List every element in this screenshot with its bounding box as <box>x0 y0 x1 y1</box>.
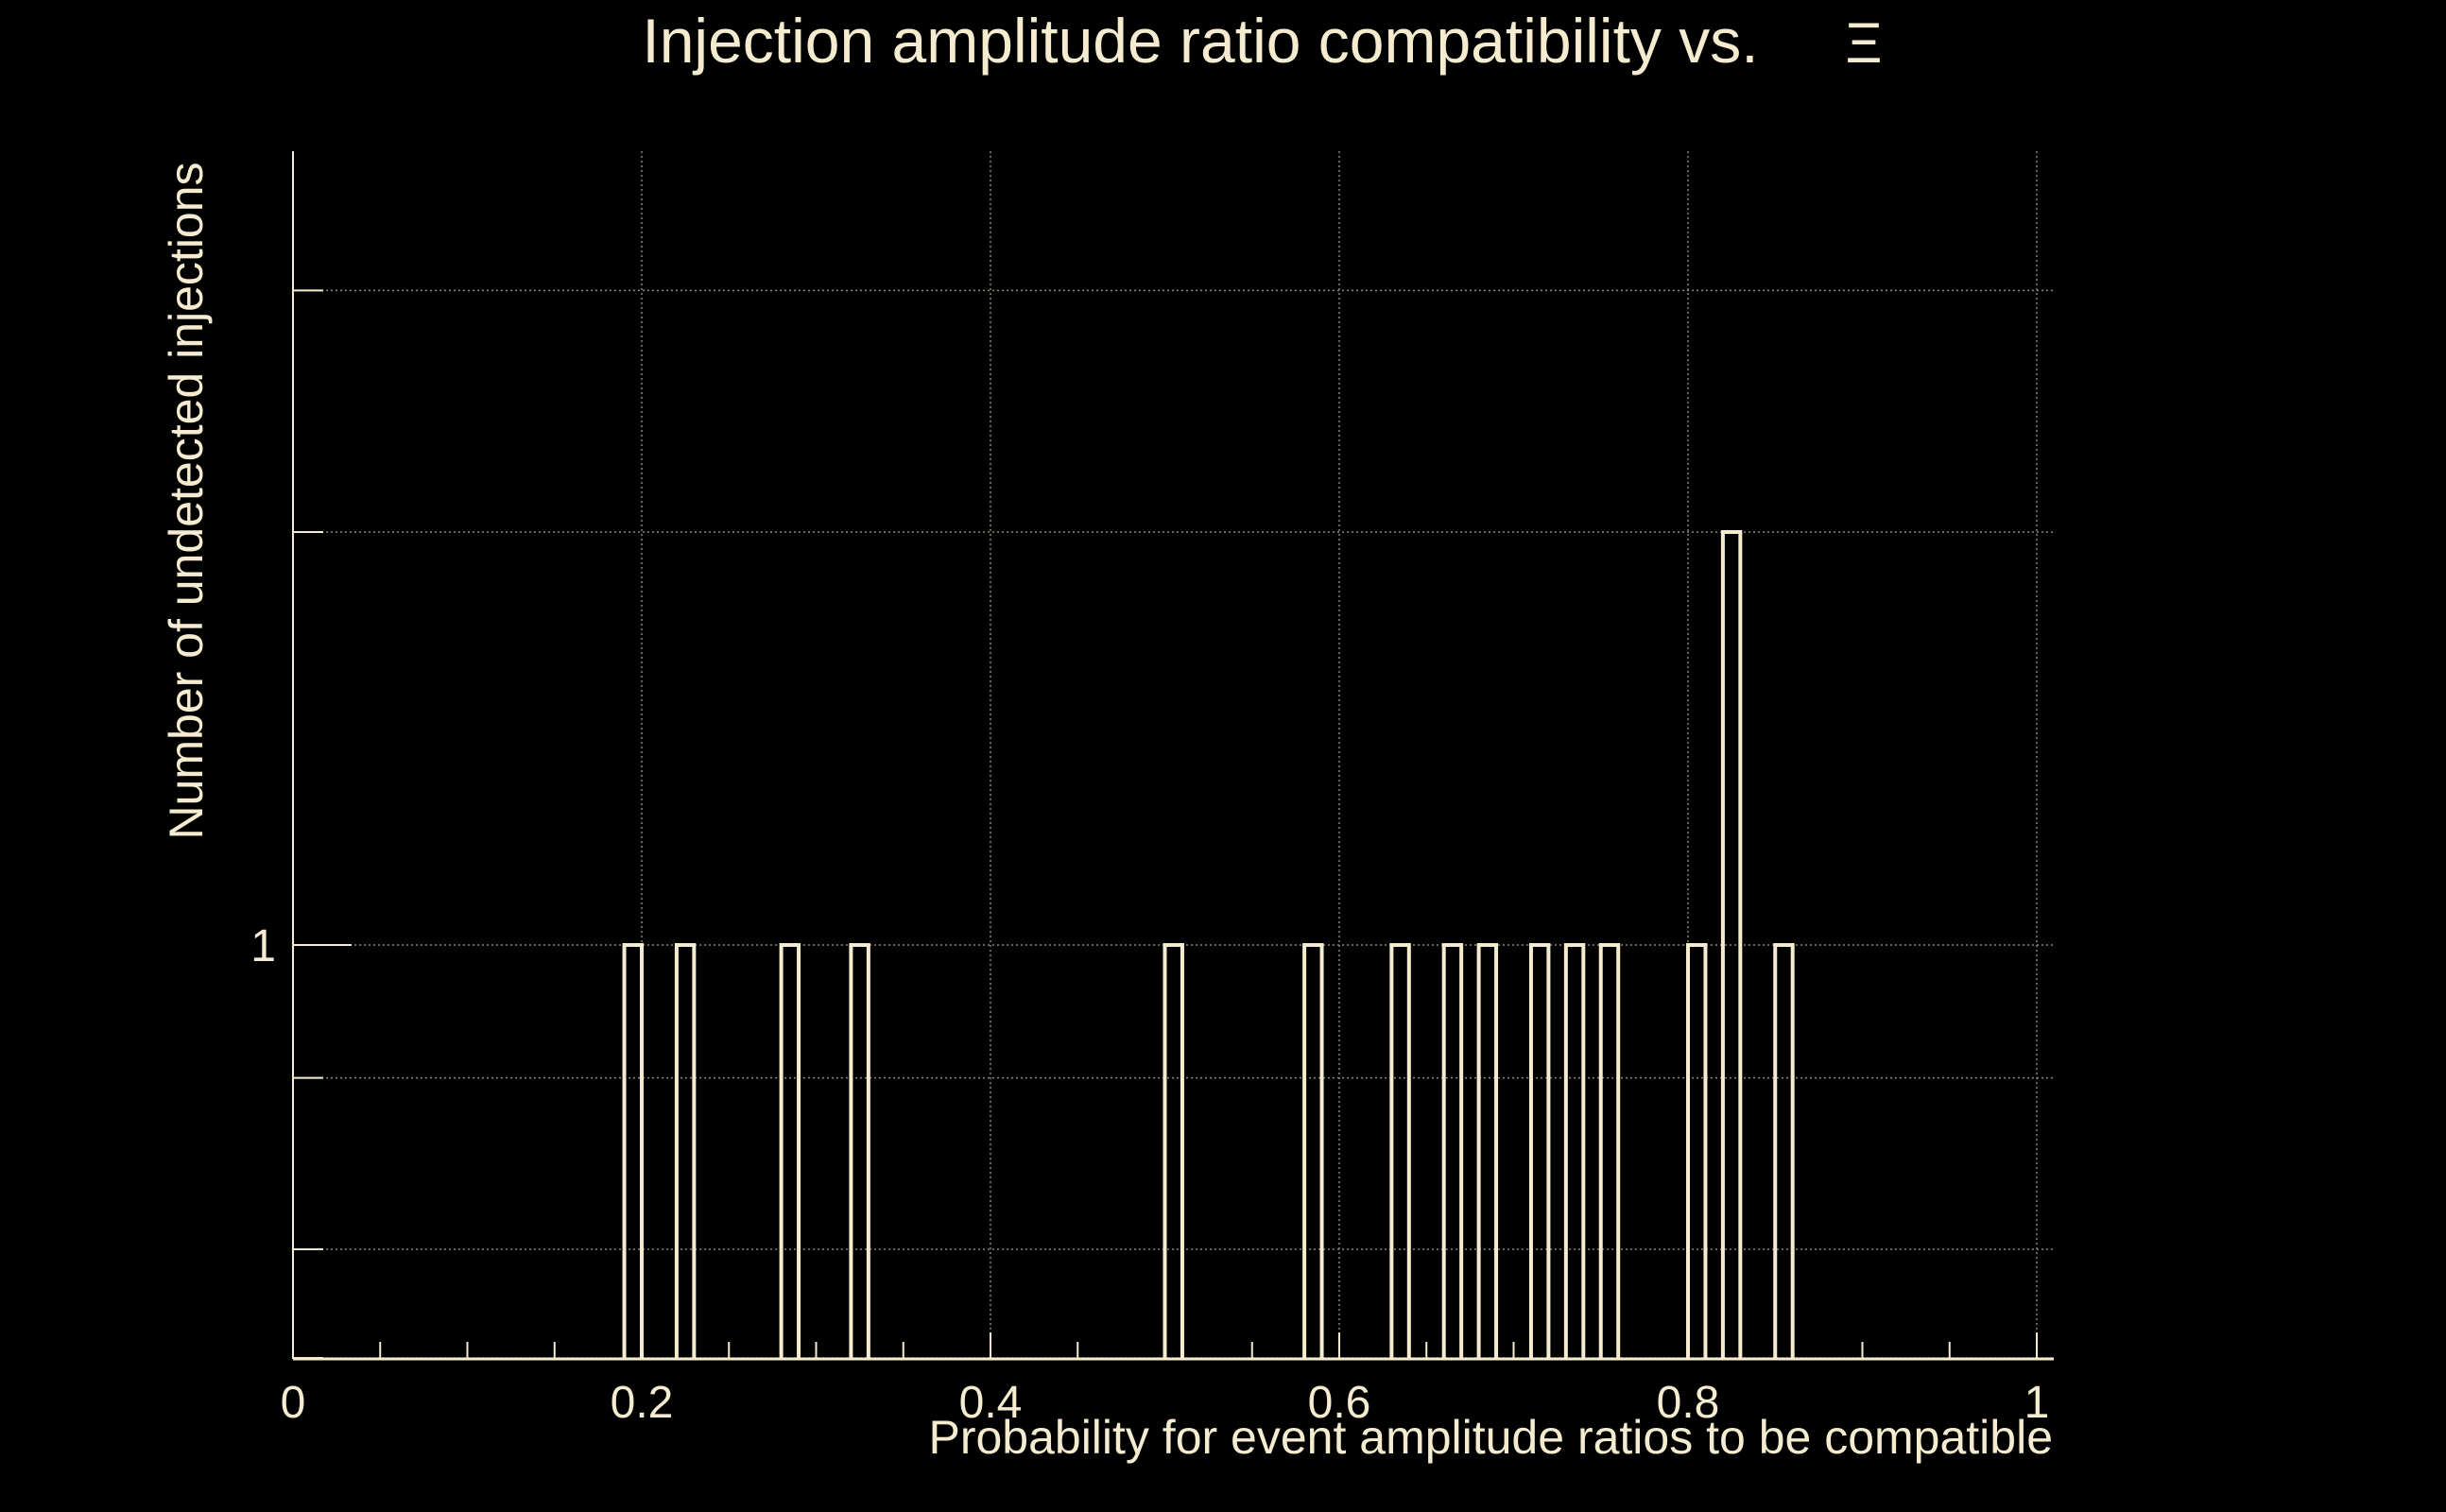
x-tick-label: 0 <box>281 1378 306 1428</box>
x-tick-label: 0.2 <box>611 1378 674 1428</box>
histogram-bar <box>1163 943 1184 1359</box>
histogram-bar <box>1476 943 1499 1359</box>
histogram-bar <box>622 943 644 1359</box>
histogram-bar <box>1528 943 1551 1359</box>
x-tick-label: 0.6 <box>1308 1378 1371 1428</box>
y-axis-label: Number of undetected injections <box>160 162 213 839</box>
histogram-bar <box>674 943 697 1359</box>
chart-title-symbol: Ξ <box>1846 11 1883 75</box>
histogram-bar <box>849 943 870 1359</box>
x-tick-label: 0.8 <box>1657 1378 1720 1428</box>
histogram-bar <box>1441 943 1464 1359</box>
tick-labels: 0 0.2 0.4 0.6 0.8 1 1 <box>250 921 2049 1428</box>
histogram-bar <box>779 943 801 1359</box>
x-axis-label: Probability for event amplitude ratios t… <box>928 1411 2053 1464</box>
histogram-bar <box>1773 943 1795 1359</box>
x-tick-label: 0.4 <box>959 1378 1023 1428</box>
histogram-bar <box>1563 943 1586 1359</box>
histogram-bar <box>1598 943 1621 1359</box>
axes <box>292 151 2054 1361</box>
x-tick-label: 1 <box>2024 1378 2050 1428</box>
histogram-bar <box>1389 943 1411 1359</box>
chart-title: Injection amplitude ratio compatibility … <box>642 6 1758 76</box>
histogram-bar <box>1302 943 1324 1359</box>
histogram-bar <box>1686 943 1708 1359</box>
histogram-bar <box>1720 530 1743 1359</box>
histogram-bars <box>622 530 1795 1359</box>
y-tick-label: 1 <box>250 921 276 971</box>
